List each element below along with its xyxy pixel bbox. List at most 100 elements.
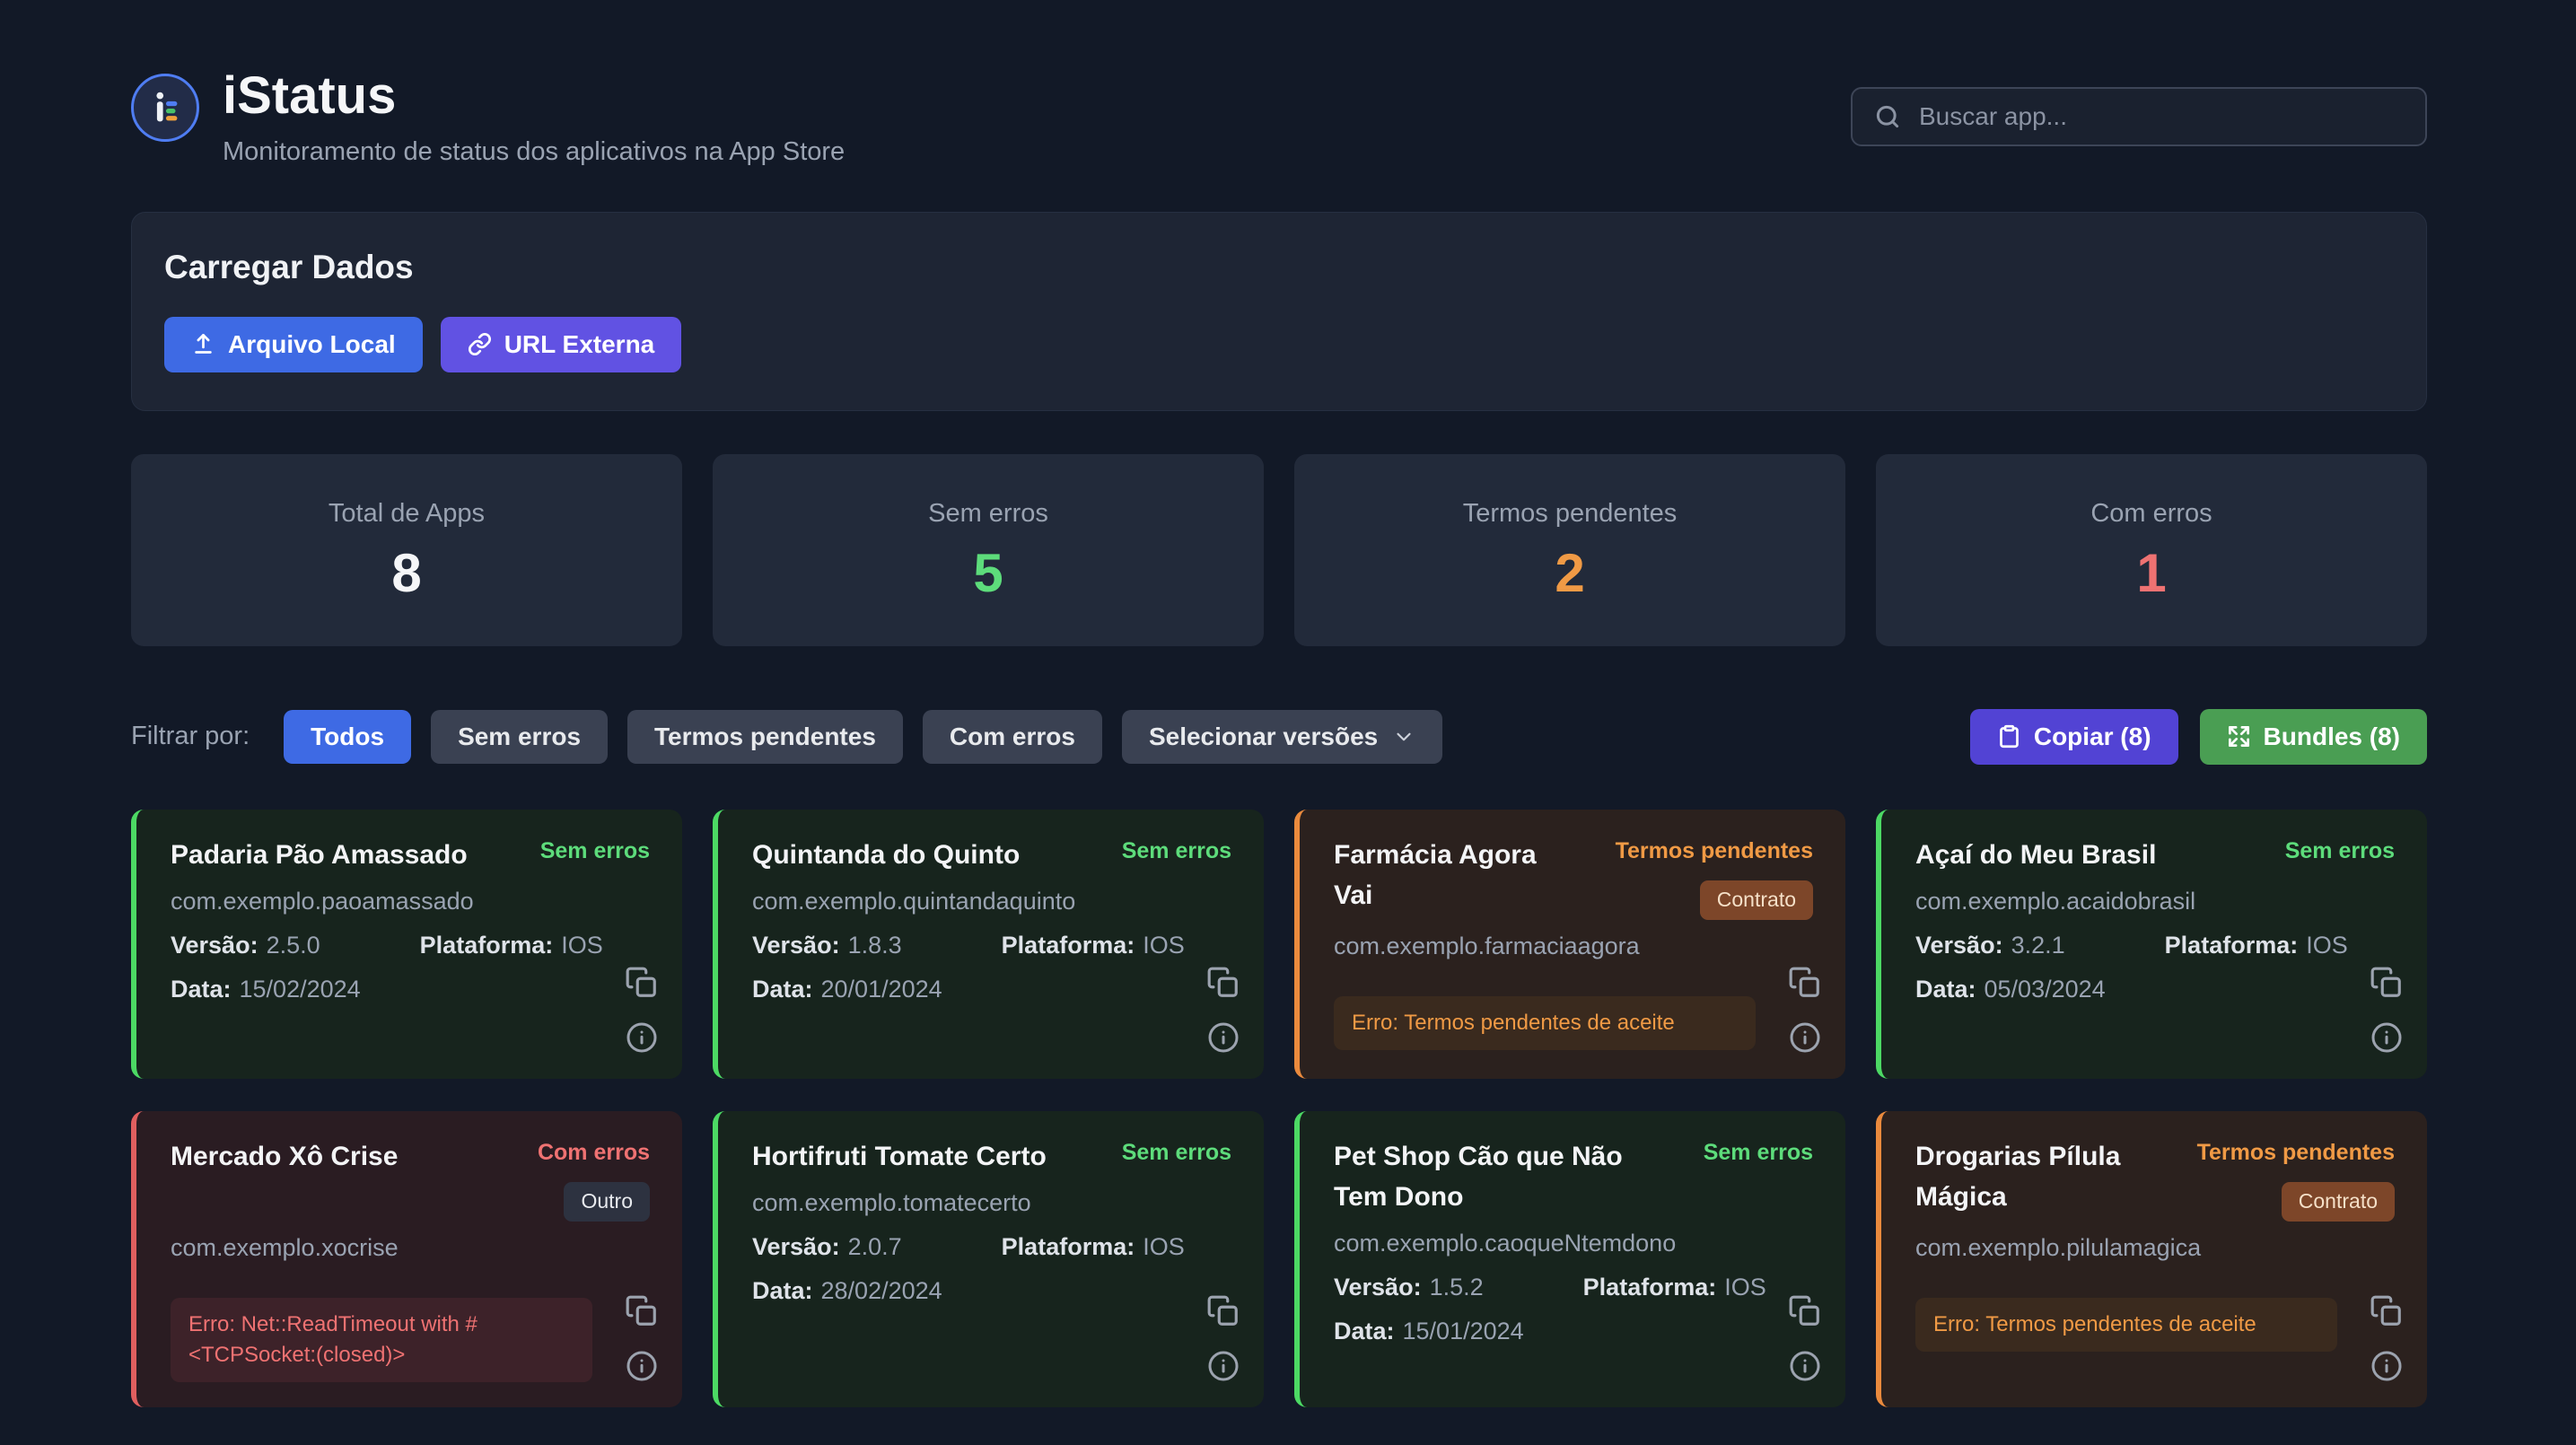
version-label: Versão:: [1334, 1273, 1422, 1300]
stat-card-with-errors: Com erros 1: [1876, 453, 2427, 646]
local-file-button[interactable]: Arquivo Local: [164, 316, 423, 372]
app-bundle-id: com.exemplo.tomatecerto: [752, 1188, 1031, 1216]
contract-badge: Contrato: [1699, 880, 1813, 921]
platform-value: IOS: [561, 931, 603, 959]
search-input[interactable]: [1917, 101, 2404, 132]
info-button[interactable]: [2370, 1021, 2403, 1054]
app-card: Quintanda do Quinto Sem erros com.exempl…: [713, 809, 1264, 1079]
istatus-logo-icon: [156, 92, 178, 122]
app-bundle-id: com.exemplo.caoqueNtemdono: [1334, 1229, 1677, 1257]
app-name: Padaria Pão Amassado: [171, 839, 468, 870]
select-versions-dropdown[interactable]: Selecionar versões: [1121, 709, 1443, 764]
platform-label: Plataforma:: [2164, 931, 2299, 959]
app-bundle-id: com.exemplo.farmaciaagora: [1334, 933, 1640, 960]
app-bundle-id: com.exemplo.xocrise: [171, 1234, 399, 1262]
copy-bundle-button[interactable]: [1206, 1294, 1240, 1328]
info-button[interactable]: [626, 1021, 658, 1054]
chevron-down-icon: [1397, 732, 1411, 741]
date-value: 28/02/2024: [820, 1276, 942, 1304]
date-value: 05/03/2024: [1984, 975, 2106, 1003]
filter-label: Filtrar por:: [131, 722, 250, 751]
local-file-label: Arquivo Local: [228, 329, 396, 358]
date-value: 20/01/2024: [820, 975, 942, 1003]
app-bundle-id: com.exemplo.paoamassado: [171, 887, 474, 915]
date-value: 15/01/2024: [1402, 1317, 1524, 1344]
filter-actions: Copiar (8) Bundles (8): [1969, 708, 2427, 765]
copy-icon: [1207, 1295, 1238, 1327]
app-name: Drogarias Pílula Mágica: [1915, 1141, 2121, 1212]
stat-value: 1: [2136, 543, 2167, 604]
info-button[interactable]: [1789, 1350, 1821, 1382]
select-versions-label: Selecionar versões: [1148, 722, 1379, 750]
app-logo: [131, 74, 199, 142]
load-panel-title: Carregar Dados: [164, 248, 414, 285]
dashboard: iStatus Monitoramento de status dos apli…: [131, 66, 2427, 1408]
info-button[interactable]: [2370, 1350, 2403, 1382]
copy-icon: [1789, 967, 1819, 997]
platform-value: IOS: [1143, 1232, 1185, 1260]
copy-bundle-button[interactable]: [1788, 1294, 1822, 1328]
app-card: Mercado Xô Crise Com erros Outro com.exe…: [131, 1110, 682, 1408]
search-box: [1851, 86, 2427, 146]
version-value: 2.0.7: [847, 1232, 902, 1260]
app-bundle-id: com.exemplo.pilulamagica: [1915, 1234, 2202, 1262]
page-title: iStatus: [223, 66, 397, 125]
filter-no-errors-button[interactable]: Sem erros: [431, 709, 609, 764]
version-value: 1.8.3: [847, 931, 902, 959]
info-button[interactable]: [1207, 1350, 1240, 1382]
copy-icon: [1789, 1295, 1819, 1327]
stat-label: Total de Apps: [328, 499, 486, 529]
external-url-label: URL Externa: [504, 329, 655, 358]
info-button[interactable]: [1789, 1021, 1821, 1054]
filter-with-errors-button[interactable]: Com erros: [922, 709, 1102, 764]
brand: iStatus Monitoramento de status dos apli…: [131, 66, 845, 167]
info-icon: [1208, 1351, 1239, 1381]
error-message: Erro: Termos pendentes de aceite: [1915, 1298, 2337, 1353]
stat-card-no-errors: Sem erros 5: [713, 453, 1264, 646]
upload-icon: [195, 334, 212, 355]
load-data-panel: Carregar Dados Arquivo Local URL Externa: [131, 211, 2427, 411]
status-badge: Termos pendentes: [2196, 1139, 2395, 1165]
external-url-button[interactable]: URL Externa: [440, 316, 682, 372]
version-value: 1.5.2: [1429, 1273, 1484, 1300]
copy-bundle-button[interactable]: [625, 1294, 659, 1328]
info-button[interactable]: [1207, 1021, 1240, 1054]
info-button[interactable]: [626, 1350, 658, 1382]
app-card: Drogarias Pílula Mágica Termos pendentes…: [1876, 1110, 2427, 1408]
status-badge: Sem erros: [539, 837, 650, 863]
date-label: Data:: [1915, 975, 1976, 1003]
version-label: Versão:: [752, 1232, 840, 1260]
filter-all-button[interactable]: Todos: [284, 709, 412, 764]
error-message: Erro: Net::ReadTimeout with #<TCPSocket:…: [171, 1298, 592, 1383]
date-label: Data:: [171, 975, 232, 1003]
info-icon: [626, 1022, 657, 1053]
copy-bundle-button[interactable]: [2370, 966, 2404, 1000]
copy-bundle-button[interactable]: [2370, 1294, 2404, 1328]
app-name: Mercado Xô Crise: [171, 1141, 399, 1171]
app-name: Açaí do Meu Brasil: [1915, 839, 2157, 870]
brand-text: iStatus Monitoramento de status dos apli…: [223, 66, 845, 167]
app-bundle-id: com.exemplo.acaidobrasil: [1915, 887, 2196, 915]
stat-card-pending-terms: Termos pendentes 2: [1294, 453, 1845, 646]
clipboard-icon: [1999, 725, 2019, 749]
bundles-button[interactable]: Bundles (8): [2199, 708, 2427, 765]
app-card: Farmácia Agora Vai Termos pendentes Cont…: [1294, 809, 1845, 1079]
version-value: 2.5.0: [266, 931, 320, 959]
platform-label: Plataforma:: [1582, 1273, 1717, 1300]
date-label: Data:: [1334, 1317, 1395, 1344]
filter-pending-terms-button[interactable]: Termos pendentes: [627, 709, 903, 764]
copy-bundle-button[interactable]: [1206, 966, 1240, 1000]
platform-label: Plataforma:: [1001, 1232, 1135, 1260]
app-name: Quintanda do Quinto: [752, 839, 1021, 870]
platform-label: Plataforma:: [419, 931, 554, 959]
copy-all-button[interactable]: Copiar (8): [1969, 708, 2178, 765]
copy-bundle-button[interactable]: [1788, 966, 1822, 1000]
app-card: Pet Shop Cão que Não Tem Dono Sem erros …: [1294, 1110, 1845, 1408]
version-value: 3.2.1: [2011, 931, 2065, 959]
info-icon: [2371, 1022, 2402, 1053]
date-label: Data:: [752, 1276, 813, 1304]
status-badge: Sem erros: [1703, 1139, 1813, 1165]
date-value: 15/02/2024: [239, 975, 361, 1003]
copy-bundle-button[interactable]: [625, 966, 659, 1000]
info-icon: [1208, 1022, 1239, 1053]
